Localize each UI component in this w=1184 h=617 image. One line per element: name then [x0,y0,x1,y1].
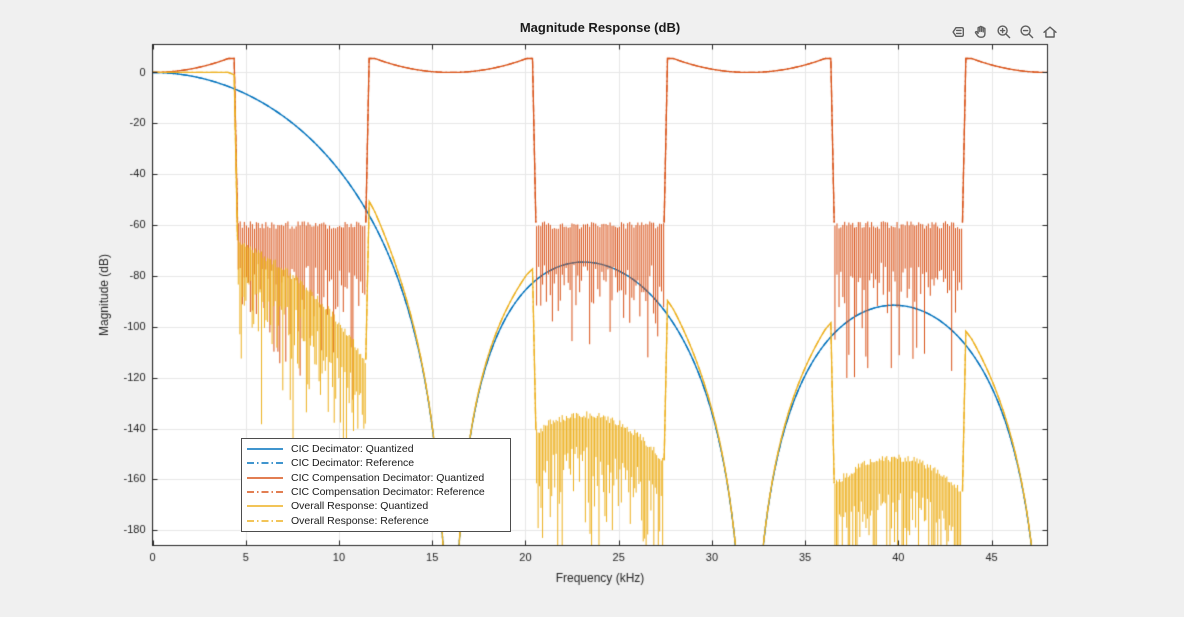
legend-label: CIC Compensation Decimator: Reference [291,486,485,499]
axes-toolbar [947,21,1061,43]
legend-item: CIC Decimator: Reference [246,456,510,470]
zoom-out-button[interactable] [1016,21,1038,43]
legend-label: CIC Decimator: Reference [291,457,415,470]
legend-label: CIC Decimator: Quantized [291,443,414,456]
legend-item: CIC Compensation Decimator: Reference [246,485,510,499]
datatips-button[interactable] [947,21,969,43]
legend-item: CIC Compensation Decimator: Quantized [246,471,510,485]
pan-hand-icon [974,25,986,38]
legend-label: CIC Compensation Decimator: Quantized [291,471,485,484]
legend-item: Overall Response: Reference [246,514,510,528]
zoom-in-button[interactable] [993,21,1015,43]
legend-line-sample [247,491,283,493]
legend[interactable]: CIC Decimator: Quantized CIC Decimator: … [241,438,511,532]
legend-line-sample [247,448,283,450]
datatip-icon [952,27,964,37]
zoom-in-icon [997,25,1011,39]
legend-line-sample [247,505,283,508]
legend-label: Overall Response: Quantized [291,500,429,513]
home-icon [1043,26,1057,38]
pan-button[interactable] [970,21,992,43]
restore-view-button[interactable] [1039,21,1061,43]
legend-line-sample [247,520,283,522]
zoom-out-icon [1020,25,1034,39]
legend-item: CIC Decimator: Quantized [246,442,510,456]
legend-item: Overall Response: Quantized [246,499,510,513]
plot-title: Magnitude Response (dB) [519,20,681,35]
legend-line-sample [247,462,283,465]
legend-label: Overall Response: Reference [291,514,429,527]
legend-line-sample [247,477,283,479]
